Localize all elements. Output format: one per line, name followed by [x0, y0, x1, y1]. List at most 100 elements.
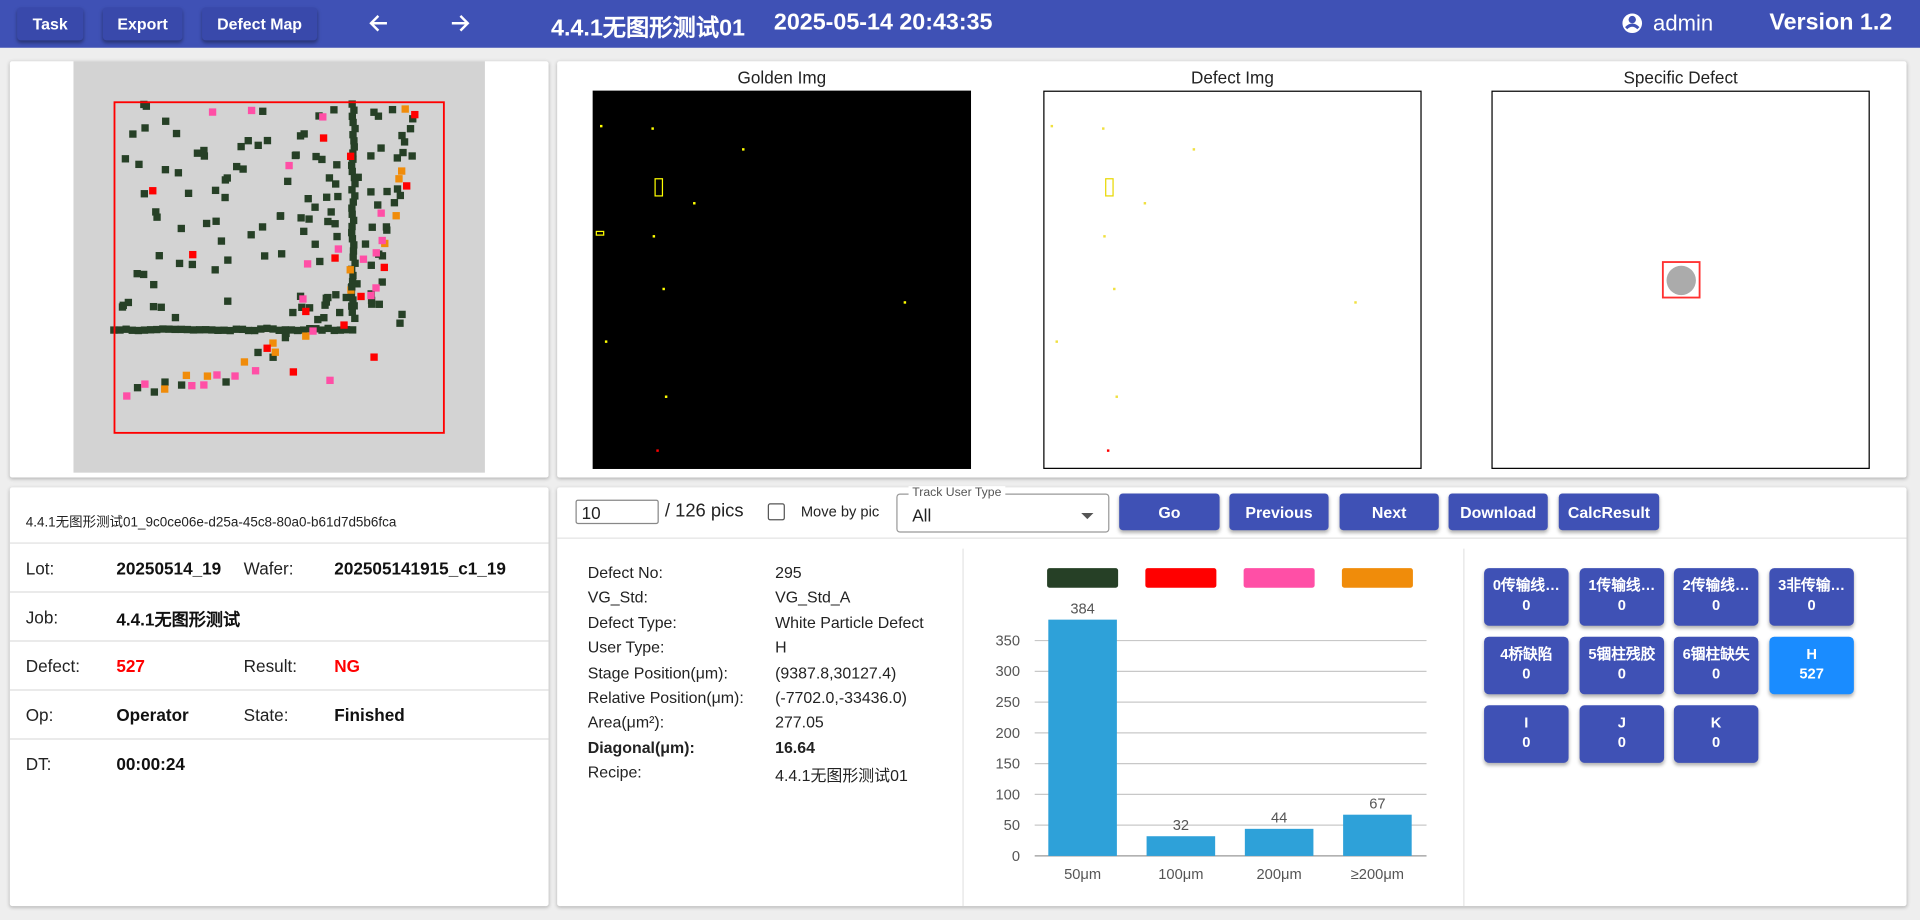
image-box: [1105, 178, 1114, 197]
wafer-defect: [244, 326, 253, 335]
wafer-defect: [153, 213, 161, 221]
bar: [1244, 828, 1314, 856]
wafer-defect: [175, 259, 184, 268]
user-name: admin: [1653, 11, 1714, 36]
wafer-defect: [348, 283, 356, 291]
wafer-defect: [177, 381, 186, 389]
wafer-defect: [254, 141, 262, 150]
image-box: [595, 230, 605, 236]
class-button-name: 4桥缺陷: [1500, 645, 1553, 663]
wafer-defect: [380, 263, 388, 272]
x-tick-label: ≥200μm: [1351, 867, 1404, 883]
action-button[interactable]: Previous: [1229, 493, 1329, 531]
wafer-defect: [354, 173, 362, 181]
header-button[interactable]: Task: [17, 7, 84, 41]
data-label: 384: [1070, 602, 1095, 618]
wafer-defect: [375, 300, 383, 308]
wafer-area: [73, 61, 485, 473]
action-button[interactable]: Go: [1119, 493, 1220, 531]
header-button[interactable]: Defect Map: [202, 7, 318, 41]
wafer-defect: [392, 212, 400, 220]
wafer-defect: [383, 187, 391, 196]
detail-label: Stage Position(μm):: [587, 663, 728, 682]
wafer-defect: [239, 165, 247, 173]
info-value: 527: [116, 656, 145, 676]
select-arrow: [1081, 513, 1094, 520]
class-button[interactable]: 4桥缺陷 0: [1484, 636, 1569, 695]
info-panel: [9, 487, 549, 907]
wafer-defect: [327, 208, 335, 216]
wafer-defect: [146, 326, 155, 334]
page-input[interactable]: 10: [575, 499, 659, 525]
class-button-count: 0: [1522, 733, 1531, 751]
image-frame: [592, 90, 972, 469]
class-button[interactable]: 1传输线… 0: [1579, 568, 1665, 626]
wafer-defect: [258, 223, 267, 231]
checkbox[interactable]: [767, 503, 785, 521]
image-title: Defect Img: [1190, 67, 1274, 87]
wafer-defect: [383, 226, 391, 234]
title: 4.4.1无图形测试01: [551, 15, 745, 42]
y-tick-label: 0: [1012, 849, 1020, 865]
class-button-name: H: [1806, 645, 1817, 663]
header-button[interactable]: Export: [102, 7, 183, 41]
action-button[interactable]: Download: [1448, 493, 1548, 531]
wafer-defect: [396, 319, 404, 327]
image-particle: [1115, 395, 1118, 398]
wafer-defect: [322, 294, 330, 302]
wafer-defect: [281, 333, 290, 342]
wafer-defect: [271, 348, 279, 356]
image-title: Golden Img: [737, 67, 827, 87]
wafer-defect: [350, 137, 358, 145]
y-tick-label: 100: [995, 787, 1020, 803]
wafer-defect: [320, 314, 328, 322]
detail-label: Area(μm²):: [587, 713, 665, 732]
action-button[interactable]: Next: [1339, 493, 1439, 531]
wafer-defect: [323, 193, 331, 201]
wafer-defect: [401, 105, 409, 113]
checkbox-label: Move by pic: [800, 503, 880, 521]
wafer-defect: [208, 108, 217, 116]
legend-swatch: [1243, 568, 1315, 588]
y-tick-label: 150: [995, 757, 1020, 773]
wafer-defect: [257, 325, 265, 333]
wafer-defect: [336, 308, 344, 317]
wafer-defect: [135, 160, 143, 169]
wafer-defect: [318, 326, 326, 334]
class-button[interactable]: 0传输线… 0: [1484, 568, 1569, 626]
wafer-defect: [315, 112, 323, 120]
wafer-defect: [333, 232, 341, 241]
wafer-defect: [390, 199, 399, 207]
wafer-defect: [202, 326, 210, 334]
image-particle: [604, 340, 608, 343]
y-tick-label: 300: [995, 664, 1020, 680]
class-button[interactable]: 6锢柱缺失 0: [1673, 636, 1759, 695]
wafer-defect: [162, 117, 170, 125]
class-button[interactable]: 2传输线… 0: [1673, 568, 1759, 626]
action-button[interactable]: CalcResult: [1558, 493, 1660, 531]
class-button[interactable]: H 527: [1769, 636, 1854, 695]
class-button[interactable]: 5锢柱残胶 0: [1579, 636, 1665, 695]
wafer-defect: [233, 162, 241, 171]
wafer-defect: [222, 378, 230, 386]
detail-value: (-7702.0,-33436.0): [775, 688, 907, 707]
image-particle: [656, 449, 659, 452]
wafer-defect: [161, 166, 170, 174]
wafer-defect: [208, 326, 216, 334]
wafer-defect: [348, 210, 356, 218]
wafer-defect: [350, 106, 358, 114]
class-button-name: K: [1710, 713, 1722, 732]
wafer-defect: [202, 219, 211, 228]
wafer-defect: [318, 155, 326, 164]
wafer-defect: [269, 339, 277, 347]
wafer-defect: [321, 301, 329, 309]
wafer-defect: [305, 215, 313, 223]
wafer-defect: [212, 217, 220, 225]
wafer-defect: [189, 250, 197, 259]
data-label: 67: [1369, 797, 1385, 813]
class-button[interactable]: 3非传输… 0: [1769, 568, 1854, 626]
